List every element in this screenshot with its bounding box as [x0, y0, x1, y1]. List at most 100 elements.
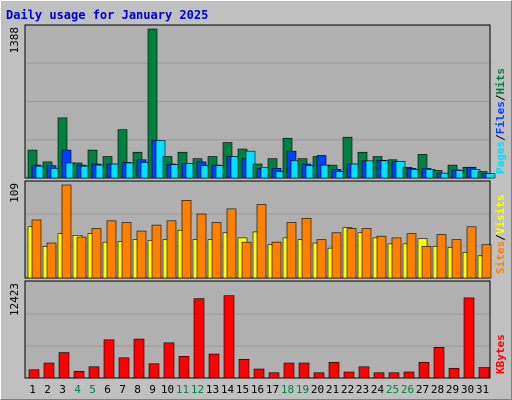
bar-kbytes-day-23: [358, 366, 370, 379]
bar-sites-day-30: [466, 226, 477, 279]
x-tick-label-20: 20: [311, 383, 324, 396]
bar-kbytes-day-6: [103, 339, 115, 379]
x-tick-label-4: 4: [74, 383, 81, 396]
bar-sites-day-1: [31, 219, 42, 279]
bar-sites-day-17: [271, 241, 282, 279]
bar-kbytes-day-21: [328, 361, 340, 379]
legend-visits-sites: Sites/Visits: [494, 195, 507, 275]
ymax-label-hits-files-pages: 1388: [8, 27, 21, 54]
bar-kbytes-day-12: [193, 298, 205, 379]
legend-entry: /: [494, 234, 507, 241]
legend-entry: KBytes: [494, 334, 507, 374]
bar-sites-day-25: [391, 237, 402, 279]
bar-sites-day-15: [241, 241, 252, 279]
x-tick-label-31: 31: [476, 383, 489, 396]
bar-sites-day-2: [46, 242, 57, 279]
x-tick-label-8: 8: [134, 383, 141, 396]
bar-kbytes-day-11: [178, 355, 190, 379]
x-tick-label-18: 18: [281, 383, 294, 396]
bar-sites-day-23: [361, 228, 372, 279]
x-tick-label-1: 1: [29, 383, 36, 396]
bar-kbytes-day-9: [148, 363, 160, 379]
bar-sites-day-11: [181, 200, 192, 279]
x-tick-label-2: 2: [44, 383, 51, 396]
x-tick-label-28: 28: [431, 383, 444, 396]
bar-sites-day-21: [331, 232, 342, 279]
legend-entry: Sites: [494, 241, 507, 274]
bar-sites-day-3: [61, 184, 72, 279]
x-tick-label-7: 7: [119, 383, 126, 396]
bar-sites-day-10: [166, 220, 177, 279]
legend-entry: Files: [494, 101, 507, 134]
plot-area-kbytes: [24, 280, 491, 379]
bar-sites-day-31: [481, 244, 492, 279]
bar-kbytes-day-7: [118, 357, 130, 379]
bar-kbytes-day-22: [343, 371, 355, 379]
bar-kbytes-day-14: [223, 295, 235, 379]
legend-entry: /: [494, 134, 507, 141]
ymax-label-visits-sites: 109: [8, 183, 21, 203]
ymax-label-kbytes: 12423: [8, 283, 21, 316]
bar-sites-day-8: [136, 230, 147, 279]
bar-sites-day-14: [226, 208, 237, 279]
bar-kbytes-day-18: [283, 362, 295, 379]
x-tick-label-10: 10: [161, 383, 174, 396]
legend-entry: /: [494, 94, 507, 101]
bar-kbytes-day-8: [133, 338, 145, 379]
legend-entry: Visits: [494, 195, 507, 235]
x-tick-label-29: 29: [446, 383, 459, 396]
bar-sites-day-18: [286, 222, 297, 279]
bar-kbytes-day-27: [418, 361, 430, 379]
legend-entry: Pages: [494, 141, 507, 174]
bar-kbytes-day-15: [238, 358, 250, 379]
bar-kbytes-day-1: [28, 369, 40, 379]
bar-kbytes-day-19: [298, 362, 310, 379]
x-tick-label-16: 16: [251, 383, 264, 396]
x-tick-label-22: 22: [341, 383, 354, 396]
bar-kbytes-day-13: [208, 353, 220, 379]
legend-kbytes: KBytes: [494, 334, 507, 374]
bar-sites-day-16: [256, 204, 267, 279]
bar-sites-day-22: [346, 228, 357, 279]
bar-kbytes-day-3: [58, 352, 70, 379]
legend-hits-files-pages: Pages/Files/Hits: [494, 68, 507, 174]
bar-kbytes-day-10: [163, 342, 175, 379]
bar-sites-day-6: [106, 220, 117, 279]
x-tick-label-26: 26: [401, 383, 414, 396]
x-tick-label-9: 9: [149, 383, 156, 396]
chart-title: Daily usage for January 2025: [6, 8, 209, 22]
bar-kbytes-day-4: [73, 370, 85, 379]
bar-kbytes-day-29: [448, 367, 460, 379]
x-tick-label-23: 23: [356, 383, 369, 396]
bar-sites-day-9: [151, 224, 162, 279]
bar-sites-day-13: [211, 222, 222, 279]
bar-sites-day-29: [451, 239, 462, 279]
bar-pages-day-31: [485, 173, 496, 179]
bar-kbytes-day-24: [373, 372, 385, 379]
bar-sites-day-19: [301, 217, 312, 279]
bar-sites-day-12: [196, 213, 207, 279]
x-tick-label-5: 5: [89, 383, 96, 396]
bar-kbytes-day-2: [43, 362, 55, 379]
x-tick-label-30: 30: [461, 383, 474, 396]
x-tick-label-17: 17: [266, 383, 279, 396]
x-tick-label-13: 13: [206, 383, 219, 396]
bar-kbytes-day-30: [463, 297, 475, 379]
bar-kbytes-day-20: [313, 372, 325, 379]
x-tick-label-21: 21: [326, 383, 339, 396]
bar-sites-day-28: [436, 234, 447, 279]
bar-kbytes-day-25: [388, 372, 400, 379]
x-tick-label-6: 6: [104, 383, 111, 396]
x-tick-label-15: 15: [236, 383, 249, 396]
x-tick-label-14: 14: [221, 383, 235, 396]
bar-sites-day-20: [316, 239, 327, 279]
bar-kbytes-day-16: [253, 368, 265, 379]
x-tick-label-24: 24: [371, 383, 385, 396]
bar-kbytes-day-17: [268, 372, 280, 379]
bar-sites-day-26: [406, 233, 417, 279]
bar-kbytes-day-28: [433, 347, 445, 379]
bar-sites-day-27: [421, 246, 432, 279]
bar-sites-day-4: [76, 236, 87, 279]
bar-sites-day-7: [121, 222, 132, 279]
